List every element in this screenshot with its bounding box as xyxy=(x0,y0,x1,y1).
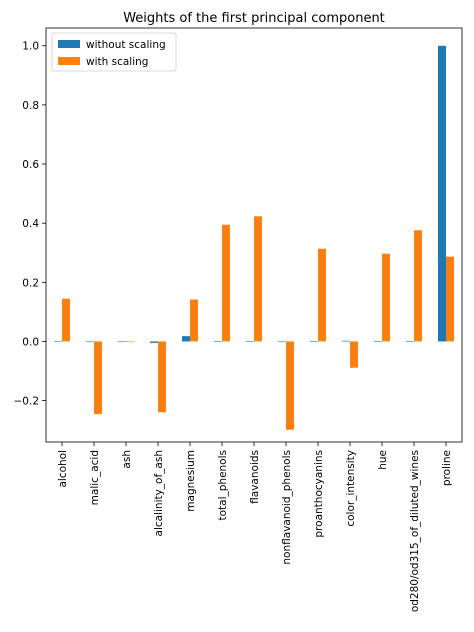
bar-without-scaling-alcohol xyxy=(54,340,62,342)
legend-swatch-with-scaling xyxy=(58,57,80,65)
bar-with-scaling-color-intensity xyxy=(350,341,358,368)
bar-without-scaling-color-intensity xyxy=(342,340,350,342)
x-tick-label: alcohol xyxy=(57,450,69,488)
y-tick-label: 0.2 xyxy=(22,277,39,289)
legend-label-without-scaling: without scaling xyxy=(86,39,166,51)
legend-label-with-scaling: with scaling xyxy=(86,56,148,68)
bar-with-scaling-flavanoids xyxy=(254,216,262,342)
y-tick-label: 1.0 xyxy=(22,41,39,53)
y-tick-label: −0.2 xyxy=(14,396,40,408)
x-tick-label: proanthocyanins xyxy=(313,450,325,538)
bar-without-scaling-total-phenols xyxy=(214,341,222,342)
chart-title: Weights of the first principal component xyxy=(123,11,385,26)
bar-with-scaling-total-phenols xyxy=(222,224,230,342)
bar-without-scaling-ash xyxy=(118,341,126,342)
bar-with-scaling-od280-od315-of-diluted-wines xyxy=(414,230,422,342)
x-tick-label: total_phenols xyxy=(217,450,229,521)
bar-without-scaling-proline xyxy=(438,45,446,342)
x-axis: alcohol malic_acid ash alcalinity_of_ash mag… xyxy=(57,442,453,612)
bar-with-scaling-proline xyxy=(446,256,454,342)
bars-layer xyxy=(54,45,454,430)
x-tick-label: magnesium xyxy=(185,450,197,512)
x-tick-label: hue xyxy=(377,450,389,470)
x-tick-label: od280/od315_of_diluted_wines xyxy=(409,450,421,612)
bar-with-scaling-ash xyxy=(126,341,134,343)
bar-without-scaling-flavanoids xyxy=(246,340,254,342)
bar-without-scaling-malic-acid xyxy=(86,341,94,343)
y-tick-label: 0.6 xyxy=(22,159,39,171)
y-tick-label: 0.4 xyxy=(22,218,39,230)
bar-with-scaling-magnesium xyxy=(190,299,198,342)
x-tick-label: alcalinity_of_ash xyxy=(153,450,165,536)
bar-without-scaling-proanthocyanins xyxy=(310,341,318,342)
bar-without-scaling-od280-od315-of-diluted-wines xyxy=(406,341,414,342)
x-tick-label: ash xyxy=(121,450,133,469)
bar-with-scaling-proanthocyanins xyxy=(318,248,326,342)
y-axis: −0.2 0.0 0.2 0.4 0.6 0.8 1.0 xyxy=(14,41,46,408)
x-tick-label: proline xyxy=(441,450,453,486)
legend-swatch-without-scaling xyxy=(58,40,80,48)
bar-with-scaling-nonflavanoid-phenols xyxy=(286,341,294,430)
bar-with-scaling-hue xyxy=(382,253,390,342)
x-tick-label: malic_acid xyxy=(89,450,101,505)
bar-with-scaling-malic-acid xyxy=(94,341,102,414)
x-tick-label: flavanoids xyxy=(249,450,261,504)
plot-frame xyxy=(45,27,463,443)
bar-without-scaling-hue xyxy=(374,341,382,342)
legend-box xyxy=(51,32,177,72)
x-tick-label: nonflavanoid_phenols xyxy=(281,450,293,565)
bar-without-scaling-magnesium xyxy=(182,336,190,342)
x-tick-label: color_intensity xyxy=(345,450,357,527)
bar-with-scaling-alcohol xyxy=(62,298,70,342)
bar-with-scaling-alcalinity-of-ash xyxy=(158,341,166,413)
bar-without-scaling-nonflavanoid-phenols xyxy=(278,341,286,343)
bar-without-scaling-alcalinity-of-ash xyxy=(150,341,158,343)
y-tick-label: 0.0 xyxy=(22,336,39,348)
legend: without scaling with scaling xyxy=(51,32,177,72)
y-tick-label: 0.8 xyxy=(22,100,39,112)
